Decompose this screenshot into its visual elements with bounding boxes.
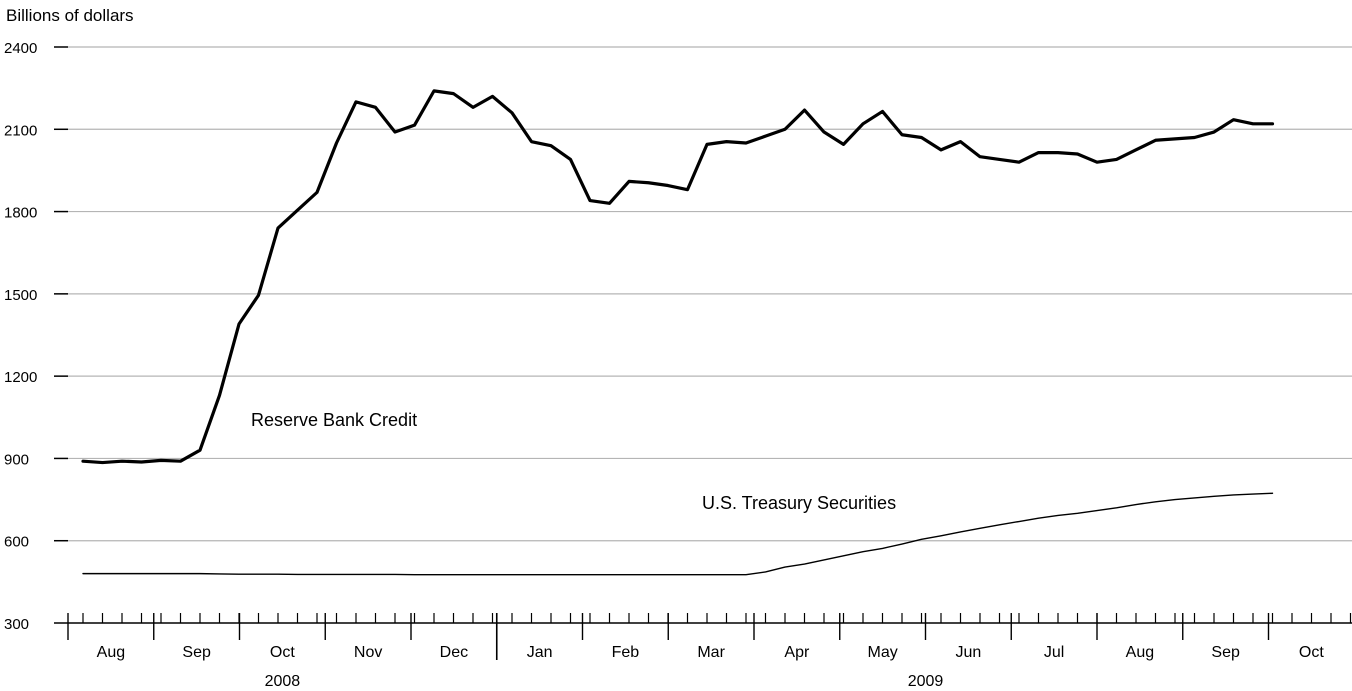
- month-label: Nov: [354, 644, 382, 661]
- series-line-reserve-bank-credit: [81, 89, 1275, 465]
- month-label: Sep: [182, 644, 211, 661]
- year-label: 2008: [265, 673, 301, 690]
- year-label: 2009: [908, 673, 944, 690]
- y-tick-label: 1500: [4, 287, 37, 304]
- series-label-treasury-securities: U.S. Treasury Securities: [702, 493, 896, 513]
- y-tick-label: 1800: [4, 205, 37, 222]
- y-tick-label: 600: [4, 534, 29, 551]
- series-label-reserve-bank-credit: Reserve Bank Credit: [251, 410, 417, 430]
- month-label: Jun: [955, 644, 981, 661]
- month-label: Oct: [270, 644, 295, 661]
- y-tick-label: 2100: [4, 122, 37, 139]
- month-label: Dec: [440, 644, 468, 661]
- month-label: Aug: [97, 644, 125, 661]
- month-label: Apr: [784, 644, 810, 661]
- y-tick-label: 1200: [4, 369, 37, 386]
- y-tick-label: 900: [4, 451, 29, 468]
- month-label: Jan: [527, 644, 553, 661]
- y-tick-label: 300: [4, 616, 29, 633]
- month-label: Oct: [1299, 644, 1324, 661]
- month-label: May: [868, 644, 898, 661]
- y-axis-label: Billions of dollars: [6, 6, 134, 25]
- series-line-treasury-securities: [82, 492, 1274, 576]
- month-label: Feb: [612, 644, 640, 661]
- month-label: Aug: [1126, 644, 1154, 661]
- month-label: Jul: [1044, 644, 1064, 661]
- month-label: Sep: [1211, 644, 1240, 661]
- y-tick-label: 2400: [4, 40, 37, 57]
- month-label: Mar: [697, 644, 725, 661]
